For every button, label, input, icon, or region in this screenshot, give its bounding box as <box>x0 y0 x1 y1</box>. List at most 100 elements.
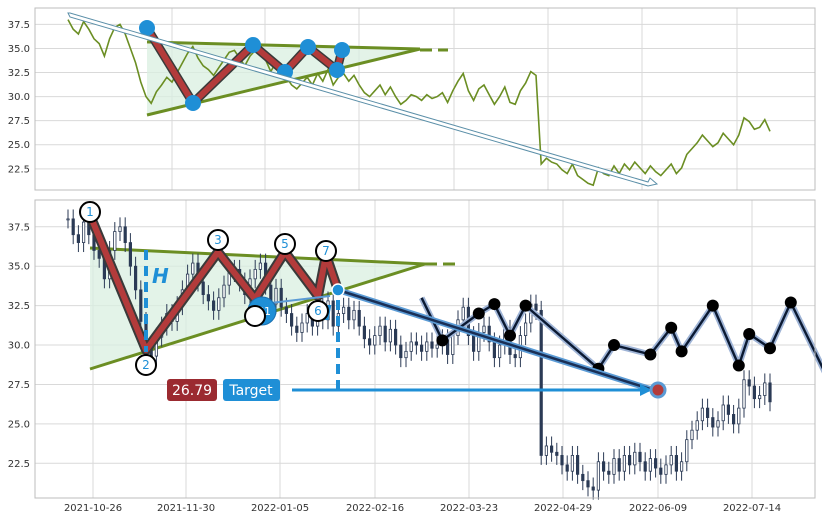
candle-body <box>191 262 195 275</box>
candle-body <box>622 455 627 472</box>
candle-body <box>726 404 731 415</box>
wave-point-dot <box>732 359 745 372</box>
candle-body <box>425 341 429 352</box>
candle-body <box>71 218 75 236</box>
black-dots <box>436 296 797 375</box>
candle-body <box>139 289 143 322</box>
target-marker <box>649 381 667 399</box>
y-tick-label: 30.0 <box>8 341 30 352</box>
wave-point-dot <box>675 345 688 358</box>
wave-point-dot <box>519 299 532 312</box>
candle-body <box>331 300 335 327</box>
wave-label-circle <box>79 201 101 223</box>
candle-body <box>274 287 278 305</box>
candle-body <box>393 328 398 346</box>
candle-body <box>347 306 351 321</box>
candle-body <box>211 300 216 311</box>
wave-point-dot <box>706 299 719 312</box>
candle-body <box>560 455 564 466</box>
candle-body <box>633 451 637 466</box>
y-tick-label: 22.5 <box>8 164 30 175</box>
wave-point-dot <box>472 307 485 320</box>
candle-body <box>752 385 757 400</box>
candle-body <box>602 461 606 472</box>
candle-body <box>414 341 419 346</box>
wave-label-circle <box>244 305 266 327</box>
candle-body <box>66 218 70 221</box>
candle-body <box>97 250 101 259</box>
candle-body <box>373 335 377 346</box>
target-badges: 26.79 Target <box>167 379 280 401</box>
candle-body <box>664 464 668 475</box>
candle-body <box>643 461 647 472</box>
candle-body <box>295 325 299 333</box>
wave-point-dot <box>743 328 756 341</box>
candle-body <box>654 458 658 469</box>
candle-body <box>471 335 476 352</box>
candle-body <box>513 354 517 359</box>
bottom-y-ticks: 22.5 25.0 27.5 30.0 32.5 35.0 37.5 <box>8 222 30 470</box>
candle-body <box>118 226 122 232</box>
candle-body <box>544 445 549 456</box>
top-panel-frame <box>34 7 816 191</box>
bottom-panel-frame <box>34 199 816 499</box>
x-ticks: 2021-10-26 2021-11-30 2022-01-05 2022-02-16… <box>64 503 781 514</box>
wave-label-circle <box>274 233 296 255</box>
x-tick-label: 2021-11-30 <box>157 503 215 514</box>
candle-body <box>576 455 580 475</box>
top-price-line <box>67 19 771 187</box>
candle-body <box>258 262 263 270</box>
top-wave-dot <box>300 39 316 55</box>
candle-body <box>284 306 289 314</box>
candle-body <box>113 231 117 251</box>
candle-body <box>399 344 403 359</box>
top-zigzag <box>139 20 350 111</box>
candle-body <box>555 451 559 456</box>
x-tick-label: 2022-02-16 <box>346 503 404 514</box>
target-value-badge <box>167 379 217 401</box>
candle-body <box>570 455 575 472</box>
candle-body <box>732 414 736 425</box>
candle-body <box>659 467 663 475</box>
candle-body <box>565 464 569 472</box>
top-trend-arrow <box>67 12 659 187</box>
candle-body <box>76 234 80 243</box>
candle-body <box>378 325 382 336</box>
candle-body <box>82 221 86 243</box>
black-wave-path <box>418 296 822 375</box>
target-value-text: 26.79 <box>172 383 212 399</box>
candle-body <box>669 455 673 466</box>
candle-body <box>700 407 705 422</box>
candle-body <box>581 473 585 482</box>
candle-body <box>690 429 694 441</box>
candle-body <box>758 395 762 400</box>
top-trend-arrow-body <box>67 12 659 187</box>
top-triangle-upper-edge <box>146 40 421 51</box>
wave-label-circle <box>207 229 229 251</box>
candle-body <box>409 341 413 352</box>
wave-label-circle <box>307 300 329 322</box>
candle-body <box>680 461 684 472</box>
candle-body <box>206 294 210 302</box>
candle-body <box>492 341 497 359</box>
candle-body <box>222 284 226 299</box>
candle-body <box>352 309 356 321</box>
y-tick-label: 22.5 <box>8 459 30 470</box>
wave-label-circle <box>315 240 337 262</box>
candle-body <box>591 486 595 491</box>
x-tick-label: 2022-01-05 <box>251 503 309 514</box>
wave-labels: 1 2 3 5 6 7 <box>79 201 337 376</box>
wave-point-dot <box>784 296 797 309</box>
x-tick-label: 2022-06-09 <box>629 503 687 514</box>
top-wave-dot <box>139 20 155 36</box>
candle-body <box>279 287 283 308</box>
candle-body <box>742 379 746 409</box>
candle-body <box>497 344 502 359</box>
candle-body <box>550 445 554 453</box>
candle-body <box>362 325 367 340</box>
candle-body <box>539 309 543 456</box>
candle-body <box>612 458 616 475</box>
candle-body <box>534 303 538 311</box>
candle-body <box>706 407 710 418</box>
